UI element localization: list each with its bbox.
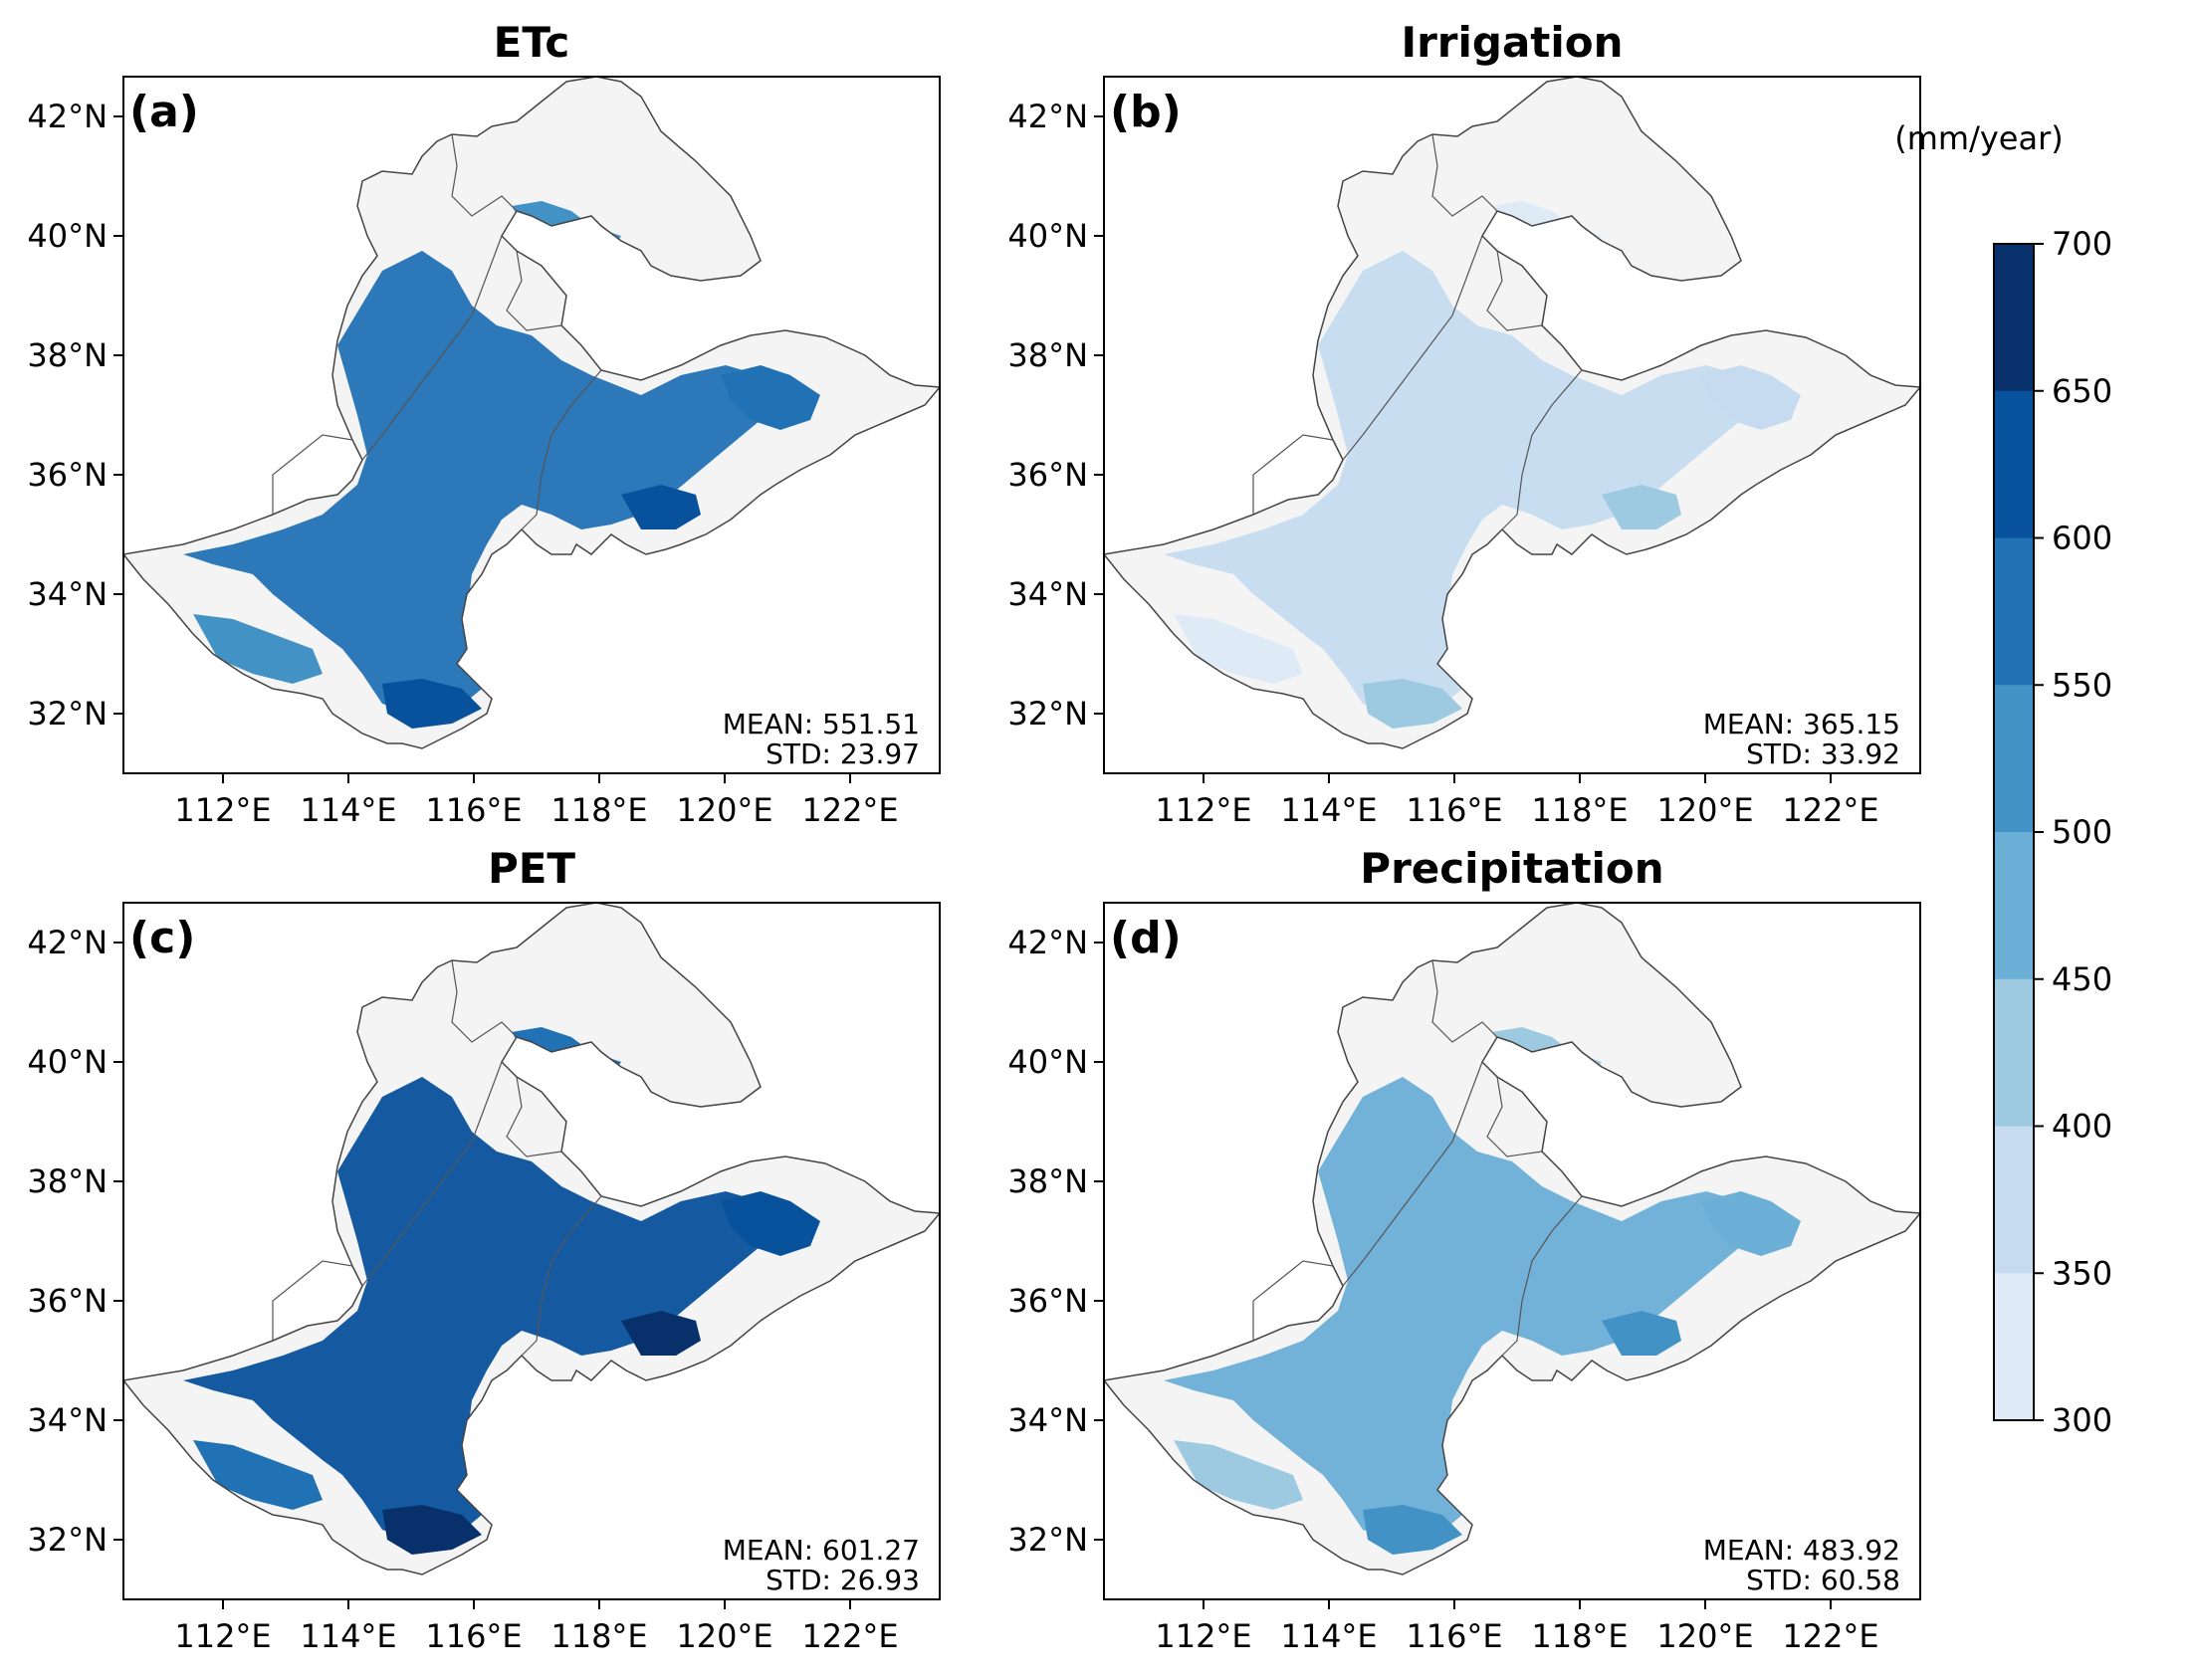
lat-tick-label: 42°N (27, 98, 108, 135)
lon-tick-label: 114°E (1280, 791, 1377, 829)
lat-tick-label: 42°N (1007, 98, 1088, 135)
colorbar-block (1994, 1273, 2034, 1421)
map-panel: PET (c) 42°N 40°N 38°N 36°N 34°N 32°N 112°E 114°E… (27, 844, 941, 1655)
lon-tick-label: 118°E (550, 1617, 647, 1655)
lat-tick-label: 36°N (1007, 456, 1088, 494)
mean-stat: MEAN: 483.92 (1703, 1534, 1900, 1567)
std-stat: STD: 33.92 (1746, 737, 1900, 770)
panel-title: Irrigation (1401, 18, 1623, 67)
map-frame (122, 76, 941, 774)
lat-tick-label: 38°N (27, 336, 108, 374)
lat-tick-label: 40°N (1007, 1043, 1088, 1081)
lon-tick-label: 118°E (1531, 1617, 1628, 1655)
colorbar-block (1994, 244, 2034, 392)
lon-tick-label: 116°E (425, 1617, 522, 1655)
colorbar-ticks: 700 650 600 550 500 450 400 350 300 (2034, 225, 2112, 1439)
mean-stat: MEAN: 601.27 (723, 1534, 920, 1567)
lat-tick-label: 32°N (1007, 1521, 1088, 1559)
lon-tick-label: 122°E (1782, 1617, 1878, 1655)
lon-tick-label: 120°E (1656, 1617, 1753, 1655)
lon-tick-label: 120°E (676, 1617, 772, 1655)
lat-tick-label: 34°N (1007, 1401, 1088, 1439)
lon-tick-label: 120°E (676, 791, 772, 829)
lon-tick-label: 116°E (1406, 1617, 1502, 1655)
map-frame (122, 902, 941, 1600)
lat-tick-label: 40°N (27, 217, 108, 255)
colorbar-block (1994, 978, 2034, 1127)
colorbar-tick-label: 500 (2052, 813, 2112, 851)
colorbar-tick-label: 700 (2052, 225, 2112, 263)
lon-tick-label: 112°E (174, 1617, 271, 1655)
panel-label: (b) (1110, 87, 1182, 137)
lon-tick-label: 114°E (300, 791, 396, 829)
map-frame (1103, 902, 1921, 1600)
lat-tick-label: 38°N (1007, 336, 1088, 374)
lon-tick-label: 114°E (300, 1617, 396, 1655)
lat-tick-label: 32°N (27, 695, 108, 733)
colorbar-block (1994, 537, 2034, 686)
lat-tick-label: 36°N (27, 456, 108, 494)
lat-tick-label: 38°N (27, 1162, 108, 1200)
lon-tick-label: 120°E (1656, 791, 1753, 829)
lon-tick-label: 112°E (1155, 791, 1251, 829)
lon-tick-label: 118°E (550, 791, 647, 829)
colorbar-tick-label: 300 (2052, 1401, 2112, 1439)
colorbar: (mm/year) 700 650 600 550 500 450 400 350 300 (1894, 119, 2112, 1439)
lon-tick-label: 122°E (801, 791, 898, 829)
mean-stat: MEAN: 551.51 (723, 708, 920, 740)
lat-tick-label: 34°N (27, 1401, 108, 1439)
panels-layer: ETc (a) 42°N 40°N 38°N 36°N 34°N 32°N 112°E 114°E… (27, 18, 1921, 1655)
colorbar-tick-label: 600 (2052, 520, 2112, 557)
colorbar-tick-label: 650 (2052, 372, 2112, 410)
lon-tick-label: 122°E (1782, 791, 1878, 829)
map-frame (1103, 76, 1921, 774)
lon-tick-label: 112°E (174, 791, 271, 829)
colorbar-block (1994, 685, 2034, 833)
map-panel: ETc (a) 42°N 40°N 38°N 36°N 34°N 32°N 112°E 114°E… (27, 18, 941, 829)
lat-tick-label: 40°N (1007, 217, 1088, 255)
lon-tick-label: 116°E (425, 791, 522, 829)
lat-tick-label: 38°N (1007, 1162, 1088, 1200)
lat-tick-label: 42°N (27, 924, 108, 961)
colorbar-block (1994, 390, 2034, 538)
colorbar-tick-label: 450 (2052, 960, 2112, 998)
colorbar-block (1994, 1126, 2034, 1274)
lat-tick-label: 40°N (27, 1043, 108, 1081)
lon-tick-label: 116°E (1406, 791, 1502, 829)
panel-label: (c) (129, 913, 195, 963)
lat-tick-label: 32°N (1007, 695, 1088, 733)
std-stat: STD: 26.93 (766, 1564, 920, 1596)
lon-tick-label: 118°E (1531, 791, 1628, 829)
panel-label: (d) (1110, 913, 1182, 963)
lat-tick-label: 32°N (27, 1521, 108, 1559)
colorbar-unit-label: (mm/year) (1894, 119, 2063, 157)
lat-tick-label: 34°N (1007, 575, 1088, 613)
map-panel: Precipitation (d) 42°N 40°N 38°N 36°N 34°N 32°N… (1007, 844, 1921, 1655)
lat-tick-label: 36°N (1007, 1282, 1088, 1320)
lon-tick-label: 114°E (1280, 1617, 1377, 1655)
panel-title: PET (488, 844, 575, 893)
mean-stat: MEAN: 365.15 (1703, 708, 1900, 740)
std-stat: STD: 23.97 (766, 737, 920, 770)
panel-title: Precipitation (1360, 844, 1663, 893)
lon-tick-label: 112°E (1155, 1617, 1251, 1655)
map-panel: Irrigation (b) 42°N 40°N 38°N 36°N 34°N 32°N 112… (1007, 18, 1921, 829)
panel-title: ETc (494, 18, 570, 67)
lat-tick-label: 42°N (1007, 924, 1088, 961)
colorbar-tick-label: 400 (2052, 1108, 2112, 1146)
colorbar-blocks (1994, 244, 2034, 1421)
colorbar-block (1994, 832, 2034, 980)
std-stat: STD: 60.58 (1746, 1564, 1900, 1596)
lat-tick-label: 34°N (27, 575, 108, 613)
colorbar-tick-label: 550 (2052, 666, 2112, 704)
colorbar-tick-label: 350 (2052, 1254, 2112, 1292)
panel-label: (a) (129, 87, 199, 137)
lat-tick-label: 36°N (27, 1282, 108, 1320)
lon-tick-label: 122°E (801, 1617, 898, 1655)
